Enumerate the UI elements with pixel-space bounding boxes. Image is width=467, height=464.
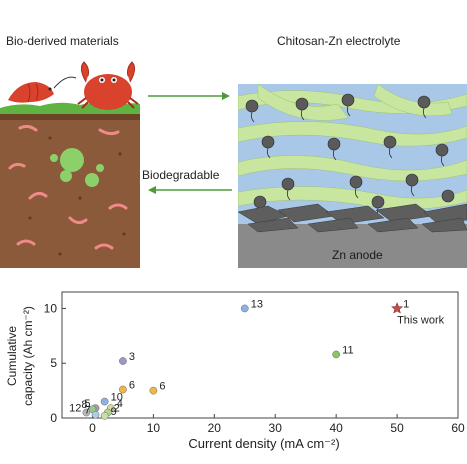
data-point-label: 11	[342, 344, 353, 356]
x-tick-label: 40	[329, 421, 343, 435]
soil-illustration	[0, 61, 140, 268]
process-arrows	[148, 92, 232, 194]
y-axis-ticks: 0 5 10	[44, 301, 66, 425]
zn-plates	[238, 203, 467, 233]
data-point-star	[391, 302, 404, 314]
data-point-label: 9	[111, 406, 117, 418]
data-point-label: 7	[84, 405, 90, 417]
data-point-label: 1	[403, 298, 409, 310]
y-tick-label: 10	[44, 301, 58, 315]
data-point	[100, 411, 109, 420]
data-point	[119, 385, 127, 394]
data-point-label: 8	[81, 399, 87, 411]
y-tick-label: 0	[50, 411, 57, 425]
shrimp-icon	[8, 76, 77, 103]
biodegradable-label: Biodegradable	[142, 168, 220, 182]
y-axis-label-line2: capacity (Ah cm⁻²)	[21, 306, 35, 406]
data-point-label: 10	[111, 392, 123, 404]
right-arrow-icon	[148, 92, 230, 100]
y-tick-label: 5	[50, 356, 57, 370]
electrolyte-illustration	[238, 84, 467, 268]
data-point-label: 5	[84, 398, 90, 410]
left-arrow-icon	[148, 186, 232, 194]
data-point	[82, 408, 91, 417]
data-point	[100, 397, 109, 406]
x-axis-label: Current density (mA cm⁻²)	[188, 436, 339, 451]
earthworm-icons	[8, 124, 128, 250]
crab-icon	[77, 61, 139, 110]
zn-anode-block	[238, 224, 467, 268]
data-point-label: 2	[114, 403, 120, 415]
data-point	[119, 357, 127, 365]
x-tick-label: 50	[390, 421, 404, 435]
data-point	[332, 350, 341, 359]
soil-grains	[28, 136, 126, 256]
data-point-label: 12	[69, 403, 81, 415]
y-axis-label-line1: Cumulative	[5, 326, 19, 386]
data-point	[149, 386, 158, 395]
data-point-label: 6	[159, 381, 165, 393]
data-point-label: 13	[251, 298, 263, 310]
x-tick-label: 60	[451, 421, 465, 435]
x-tick-label: 0	[89, 421, 96, 435]
this-work-annotation: This work	[397, 314, 445, 326]
data-point	[91, 410, 100, 419]
x-tick-label: 30	[269, 421, 283, 435]
data-point-label: 3	[129, 351, 135, 363]
zn-anode-label: Zn anode	[332, 248, 383, 262]
x-axis-ticks: 0 10 20 30 40 50 60	[89, 414, 465, 435]
x-tick-label: 10	[147, 421, 161, 435]
x-tick-label: 20	[208, 421, 222, 435]
data-point-label: 6	[129, 380, 135, 392]
data-point-label: 4	[117, 398, 123, 410]
degrading-material-icon	[50, 148, 104, 187]
plot-frame	[61, 291, 459, 419]
ion-tail-icons	[250, 105, 445, 219]
chitosan-zn-electrolyte-title: Chitosan-Zn electrolyte	[277, 34, 401, 48]
data-point	[240, 304, 249, 313]
bio-derived-materials-title: Bio-derived materials	[6, 34, 119, 48]
